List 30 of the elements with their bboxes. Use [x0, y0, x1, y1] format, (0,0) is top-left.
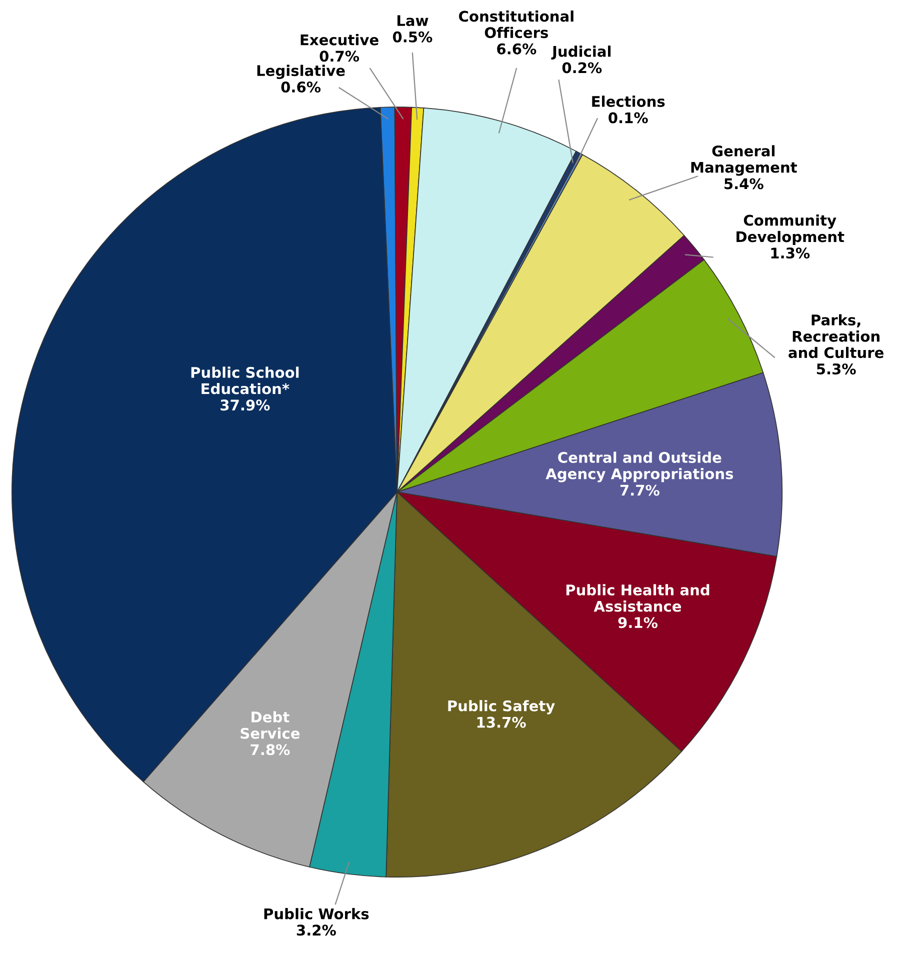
- slice-label: Parks, Recreation and Culture: [788, 314, 884, 358]
- data-label: 13.7%: [477, 716, 526, 728]
- data-label: 7.7%: [620, 484, 660, 496]
- data-label: 5.4%: [724, 178, 764, 190]
- data-label: 37.9%: [220, 400, 270, 411]
- slice-label: Public Health and Assistance: [566, 584, 710, 612]
- slice-label: Legislative: [257, 64, 345, 80]
- data-label: 5.3%: [816, 363, 856, 374]
- data-label: 1.3%: [771, 248, 810, 259]
- slice-label: Law: [397, 15, 428, 26]
- slice-label: Judicial: [551, 46, 611, 60]
- data-label: 0.6%: [281, 82, 321, 93]
- slice-label: Elections: [592, 96, 665, 107]
- slice-label: General Management: [691, 145, 797, 176]
- slice-label: Public Works: [264, 908, 369, 920]
- slice-label: Central and Outside Agency Appropriations: [546, 452, 734, 482]
- slice-label: Debt Service: [240, 711, 300, 739]
- slice-label: Public School Education*: [191, 366, 299, 394]
- data-label: 0.2%: [562, 62, 602, 74]
- data-label: 0.1%: [608, 112, 648, 124]
- data-label: 0.7%: [320, 50, 360, 62]
- slice-label: Constitutional Officers: [458, 10, 574, 38]
- data-label: 0.5%: [392, 31, 432, 42]
- data-label: 3.2%: [296, 924, 336, 936]
- slice-label: Community Development: [736, 214, 844, 246]
- data-label: 9.1%: [618, 617, 658, 628]
- data-label: 7.8%: [250, 744, 290, 756]
- data-label: 6.6%: [497, 43, 536, 54]
- slice-label: Executive: [300, 34, 378, 46]
- slice-label: Public Safety: [448, 700, 555, 714]
